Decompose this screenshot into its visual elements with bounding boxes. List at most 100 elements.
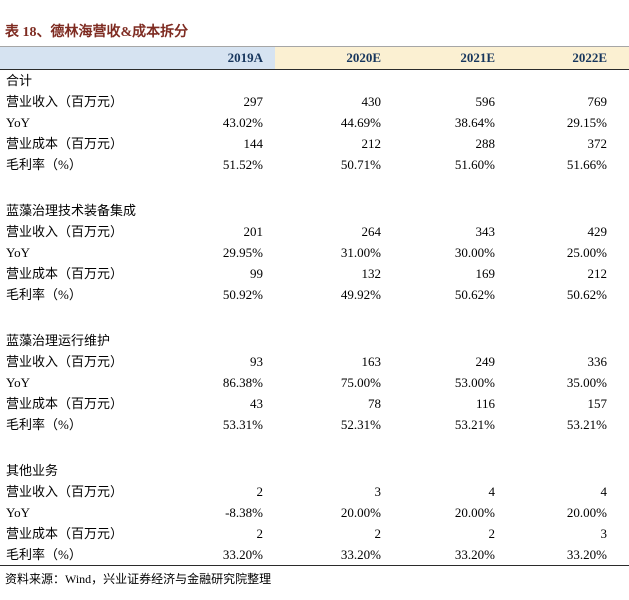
header-col-2022e: 2022E [507, 46, 629, 70]
row-label: 营业收入（百万元） [6, 354, 124, 369]
section-spacer-row [0, 305, 629, 330]
cell-value: 44.69% [340, 115, 381, 130]
data-row: 营业收入（百万元） 2 3 4 4 [0, 481, 629, 502]
cell-value: 99 [250, 266, 263, 281]
cell-value: 33.20% [222, 547, 263, 562]
cell-value: 33.20% [454, 547, 495, 562]
table-title: 表 18、德林海营收&成本拆分 [5, 25, 189, 40]
data-row: YoY 29.95% 31.00% 30.00% 25.00% [0, 242, 629, 263]
cell-value: 50.62% [454, 287, 495, 302]
cell-value: 157 [587, 396, 608, 411]
cell-value: 53.31% [222, 417, 263, 432]
cell-value: 50.92% [222, 287, 263, 302]
section-name: 合计 [6, 73, 33, 88]
section-spacer-row [0, 435, 629, 460]
header-col-2021e: 2021E [393, 46, 507, 70]
cell-value: 52.31% [340, 417, 381, 432]
cell-value: 38.64% [454, 115, 495, 130]
cell-value: 4 [600, 484, 608, 499]
cell-value: 144 [243, 136, 264, 151]
cell-value: 86.38% [222, 375, 263, 390]
row-label: YoY [6, 505, 30, 520]
cell-value: 212 [587, 266, 608, 281]
cell-value: 264 [361, 224, 382, 239]
row-label: 毛利率（%） [6, 157, 82, 172]
cell-value: 50.71% [340, 157, 381, 172]
row-label: 毛利率（%） [6, 547, 82, 562]
data-row: YoY -8.38% 20.00% 20.00% 20.00% [0, 502, 629, 523]
cell-value: 132 [361, 266, 382, 281]
cell-value: 249 [475, 354, 496, 369]
cell-value: 29.15% [566, 115, 607, 130]
cell-value: 35.00% [566, 375, 607, 390]
data-row: 毛利率（%） 50.92% 49.92% 50.62% 50.62% [0, 284, 629, 305]
cell-value: 2 [488, 526, 496, 541]
section-header-row: 蓝藻治理运行维护 [0, 330, 629, 351]
row-label: 营业收入（百万元） [6, 224, 124, 239]
section-name: 蓝藻治理技术装备集成 [6, 203, 137, 218]
cell-value: 2 [256, 526, 264, 541]
data-row: 毛利率（%） 33.20% 33.20% 33.20% 33.20% [0, 544, 629, 565]
cell-value: 169 [475, 266, 496, 281]
row-label: 毛利率（%） [6, 417, 82, 432]
cell-value: 78 [368, 396, 381, 411]
cell-value: 3 [600, 526, 608, 541]
cell-value: 25.00% [566, 245, 607, 260]
header-col-2019a: 2019A [160, 46, 275, 70]
data-row: 营业成本（百万元） 2 2 2 3 [0, 523, 629, 544]
header-row: 2019A 2020E 2021E 2022E [0, 46, 629, 70]
cell-value: 20.00% [454, 505, 495, 520]
cell-value: 201 [243, 224, 264, 239]
cell-value: 212 [361, 136, 382, 151]
data-row: YoY 86.38% 75.00% 53.00% 35.00% [0, 372, 629, 393]
cell-value: 343 [475, 224, 496, 239]
section-spacer-row [0, 175, 629, 200]
cell-value: 29.95% [222, 245, 263, 260]
section-name: 蓝藻治理运行维护 [6, 333, 111, 348]
cell-value: 51.66% [566, 157, 607, 172]
cell-value: 33.20% [340, 547, 381, 562]
cell-value: 53.00% [454, 375, 495, 390]
row-label: 毛利率（%） [6, 287, 82, 302]
row-label: 营业成本（百万元） [6, 266, 124, 281]
section-header-row: 合计 [0, 70, 629, 92]
cell-value: -8.38% [225, 505, 263, 520]
section-name: 其他业务 [6, 463, 59, 478]
section-header-row: 蓝藻治理技术装备集成 [0, 200, 629, 221]
cell-value: 43 [250, 396, 263, 411]
data-row: 营业成本（百万元） 144 212 288 372 [0, 133, 629, 154]
cell-value: 2 [256, 484, 264, 499]
cell-value: 93 [250, 354, 263, 369]
header-label-cell [0, 46, 160, 70]
data-row: 营业收入（百万元） 201 264 343 429 [0, 221, 629, 242]
data-row: 营业成本（百万元） 43 78 116 157 [0, 393, 629, 414]
cell-value: 53.21% [566, 417, 607, 432]
financial-table: 2019A 2020E 2021E 2022E 合计 营业收入（百万元） 297… [0, 46, 629, 565]
data-row: 营业收入（百万元） 297 430 596 769 [0, 91, 629, 112]
cell-value: 769 [587, 94, 608, 109]
cell-value: 336 [587, 354, 608, 369]
cell-value: 43.02% [222, 115, 263, 130]
cell-value: 31.00% [340, 245, 381, 260]
cell-value: 430 [361, 94, 382, 109]
data-row: 营业成本（百万元） 99 132 169 212 [0, 263, 629, 284]
cell-value: 596 [475, 94, 496, 109]
data-row: 营业收入（百万元） 93 163 249 336 [0, 351, 629, 372]
cell-value: 53.21% [454, 417, 495, 432]
cell-value: 75.00% [340, 375, 381, 390]
source-note: 资料来源：Wind，兴业证券经济与金融研究院整理 [0, 565, 629, 587]
cell-value: 163 [361, 354, 382, 369]
row-label: 营业成本（百万元） [6, 526, 124, 541]
cell-value: 288 [475, 136, 496, 151]
cell-value: 2 [374, 526, 382, 541]
cell-value: 20.00% [340, 505, 381, 520]
cell-value: 51.60% [454, 157, 495, 172]
cell-value: 30.00% [454, 245, 495, 260]
cell-value: 116 [475, 396, 495, 411]
cell-value: 49.92% [340, 287, 381, 302]
header-col-2020e: 2020E [275, 46, 393, 70]
cell-value: 4 [488, 484, 496, 499]
section-header-row: 其他业务 [0, 460, 629, 481]
row-label: YoY [6, 245, 30, 260]
